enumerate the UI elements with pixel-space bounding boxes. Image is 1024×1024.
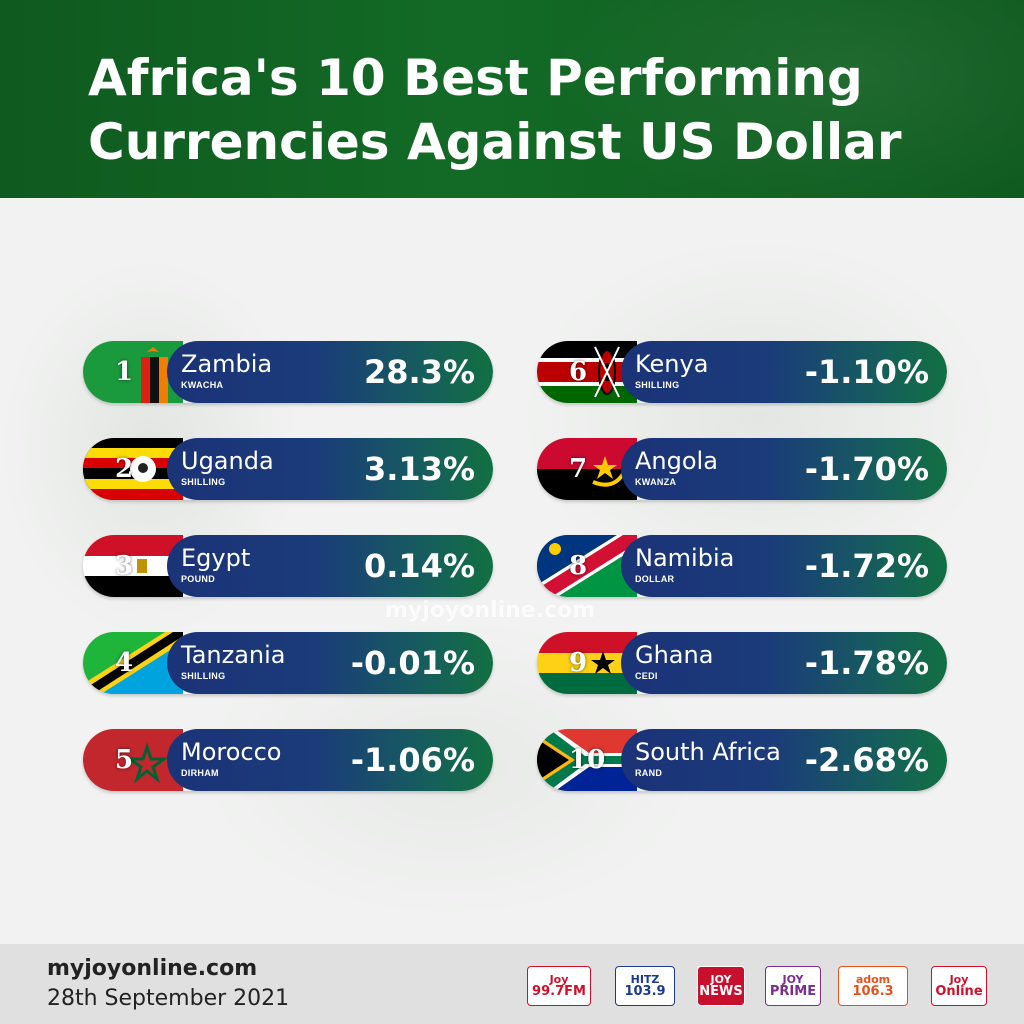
value-bar: [621, 535, 947, 597]
country-label: Zambia: [181, 350, 273, 378]
logo-subtext: Online: [935, 984, 983, 999]
hitz-fm-logo[interactable]: HITZ 103.9: [615, 966, 675, 1006]
country-label: Tanzania: [181, 641, 286, 669]
change-value-label: -1.06%: [350, 741, 475, 779]
change-value-label: -2.68%: [804, 741, 929, 779]
country-label: South Africa: [635, 738, 781, 766]
logo-subtext: NEWS: [699, 984, 743, 999]
south-africa-flag-icon: [537, 729, 637, 791]
rank-label: 2: [115, 454, 134, 484]
title-line-1: Africa's 10 Best Performing: [88, 49, 863, 107]
currency-row-egypt: 3 Egypt POUND 0.14%: [83, 535, 493, 597]
currency-row-morocco: 5 Morocco DIRHAM -1.06%: [83, 729, 493, 791]
currency-row-tanzania: 4 Tanzania SHILLING -0.01%: [83, 632, 493, 694]
logo-subtext: 106.3: [852, 984, 894, 999]
tanzania-flag-icon: [83, 632, 183, 694]
rank-label: 8: [569, 551, 588, 581]
footer: myjoyonline.com 28th September 2021 Joy 9…: [0, 944, 1024, 1024]
joy-news-logo[interactable]: JOY NEWS: [697, 966, 745, 1006]
logo-text: adom: [855, 973, 891, 986]
change-value-label: 28.3%: [363, 353, 475, 391]
rank-label: 10: [569, 745, 606, 775]
change-value-label: -0.01%: [350, 644, 475, 682]
country-label: Egypt: [181, 544, 251, 572]
country-label: Angola: [635, 447, 718, 475]
rank-label: 5: [115, 745, 134, 775]
change-value-label: 3.13%: [363, 450, 475, 488]
logo-text: Joy: [549, 973, 569, 986]
world-map-shade: [544, 0, 1024, 198]
country-label: Ghana: [635, 641, 714, 669]
joy-fm-logo[interactable]: Joy 99.7FM: [527, 966, 591, 1006]
change-value-label: 0.14%: [363, 547, 475, 585]
rank-label: 6: [569, 357, 588, 387]
currency-row-uganda: 2 Uganda SHILLING 3.13%: [83, 438, 493, 500]
currency-row-angola: 7 Angola KWANZA -1.70%: [537, 438, 947, 500]
currency-row-zambia: 1 Zambia KWACHA 28.3%: [83, 341, 493, 403]
namibia-flag-icon: [537, 535, 637, 597]
value-bar: [167, 632, 493, 694]
country-label: Uganda: [181, 447, 274, 475]
rank-label: 7: [569, 454, 588, 484]
uganda-flag-icon: [83, 438, 183, 500]
country-label: Morocco: [181, 738, 282, 766]
country-label: Namibia: [635, 544, 735, 572]
change-value-label: -1.78%: [804, 644, 929, 682]
currency-label: RAND: [635, 768, 663, 778]
zambia-flag-icon: [83, 341, 183, 403]
logo-subtext: 103.9: [624, 984, 666, 999]
footer-site[interactable]: myjoyonline.com: [47, 956, 258, 981]
currency-label: POUND: [181, 574, 216, 584]
value-bar: [167, 729, 493, 791]
joy-online-logo[interactable]: Joy Online: [931, 966, 987, 1006]
value-bar: [621, 438, 947, 500]
ghana-flag-icon: [537, 632, 637, 694]
change-value-label: -1.10%: [804, 353, 929, 391]
title-line-2: Currencies Against US Dollar: [88, 113, 902, 171]
currency-row-namibia: 8 Namibia DOLLAR -1.72%: [537, 535, 947, 597]
currency-label: KWANZA: [635, 477, 677, 487]
logo-subtext: 99.7FM: [532, 984, 586, 999]
change-value-label: -1.72%: [804, 547, 929, 585]
logo-text: Joy: [949, 973, 969, 986]
adom-fm-logo[interactable]: adom 106.3: [838, 966, 908, 1006]
currency-row-south-africa: 10 South Africa RAND -2.68%: [537, 729, 947, 791]
currency-label: SHILLING: [635, 380, 680, 390]
currency-label: KWACHA: [181, 380, 224, 390]
watermark: myjoyonline.com: [385, 598, 596, 623]
logo-text: JOY: [710, 973, 732, 986]
logo-text: HITZ: [630, 973, 660, 986]
joy-prime-logo[interactable]: JOY PRIME: [765, 966, 821, 1006]
value-bar: [167, 535, 493, 597]
rank-label: 3: [115, 551, 134, 581]
rank-label: 1: [115, 357, 134, 387]
value-bar: [621, 632, 947, 694]
logo-subtext: PRIME: [769, 984, 817, 999]
currency-label: DOLLAR: [635, 574, 675, 584]
currency-label: DIRHAM: [181, 768, 219, 778]
logo-text: JOY: [782, 973, 804, 986]
footer-date: 28th September 2021: [47, 986, 290, 1011]
kenya-flag-icon: [537, 341, 637, 403]
value-bar: [167, 341, 493, 403]
morocco-flag-icon: [83, 729, 183, 791]
rank-label: 4: [115, 648, 134, 678]
header-banner: Africa's 10 Best Performing Currencies A…: [0, 0, 1024, 198]
value-bar: [167, 438, 493, 500]
currency-row-ghana: 9 Ghana CEDI -1.78%: [537, 632, 947, 694]
egypt-flag-icon: [83, 535, 183, 597]
currency-row-kenya: 6 Kenya SHILLING -1.10%: [537, 341, 947, 403]
rank-label: 9: [569, 648, 588, 678]
currency-label: SHILLING: [181, 671, 226, 681]
value-bar: [621, 729, 947, 791]
value-bar: [621, 341, 947, 403]
angola-flag-icon: [537, 438, 637, 500]
country-label: Kenya: [635, 350, 709, 378]
currency-label: SHILLING: [181, 477, 226, 487]
currency-label: CEDI: [635, 671, 658, 681]
change-value-label: -1.70%: [804, 450, 929, 488]
page-title: Africa's 10 Best Performing Currencies A…: [88, 46, 988, 174]
